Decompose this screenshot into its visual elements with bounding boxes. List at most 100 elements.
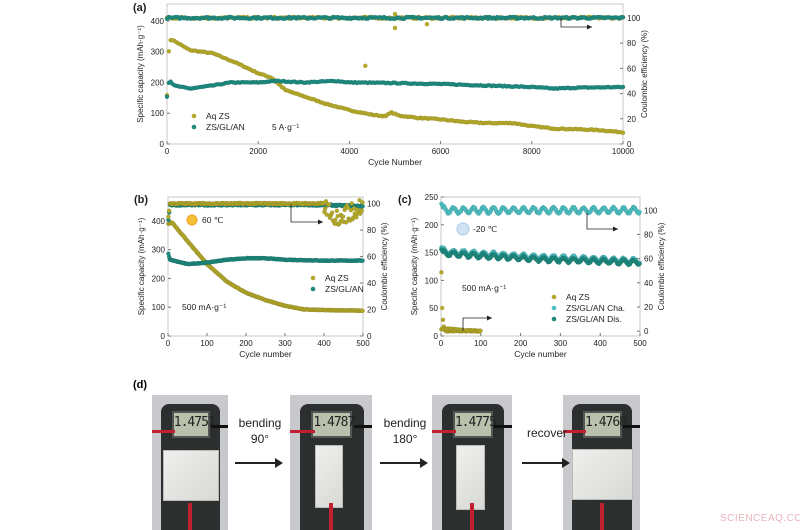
right-axis-arrow xyxy=(560,18,592,28)
legend-label: ZS/GL/AN xyxy=(206,122,245,132)
y2-axis-label: Coulombic efficiency (%) xyxy=(380,222,389,310)
x-tick-label: 0 xyxy=(439,339,444,348)
data-point xyxy=(166,49,172,54)
x-tick-label: 300 xyxy=(554,339,568,348)
current-density-label: 500 mA·g⁻¹ xyxy=(462,283,506,293)
data-point xyxy=(439,305,445,311)
multimeter-photo: 1.4787 xyxy=(290,395,372,530)
y2-axis-label: Coulombic efficiency (%) xyxy=(657,222,666,310)
x-tick-label: 2000 xyxy=(249,147,267,156)
data-point xyxy=(326,202,332,207)
y-tick-label: 200 xyxy=(152,274,166,283)
x-tick-label: 100 xyxy=(474,339,488,348)
data-point xyxy=(166,208,172,214)
aq-zs-ce-arrow-head xyxy=(487,315,492,321)
data-point xyxy=(620,130,626,136)
temperature-label: -20 ℃ xyxy=(473,224,498,234)
y2-tick-label: 40 xyxy=(644,279,653,288)
y-tick-label: 400 xyxy=(151,17,165,26)
y2-tick-label: 100 xyxy=(644,206,658,215)
y2-tick-label: 80 xyxy=(627,39,636,48)
x-axis-label: Cycle number xyxy=(514,349,567,359)
data-point xyxy=(164,94,170,100)
panel-label-d: (d) xyxy=(133,379,148,391)
step-label-line1: bending xyxy=(383,416,427,430)
right-arrow-icon xyxy=(380,458,428,468)
x-tick-label: 500 xyxy=(633,339,647,348)
red-lead xyxy=(432,430,456,434)
x-tick-label: 10000 xyxy=(612,147,635,156)
x-tick-label: 300 xyxy=(278,339,292,348)
series-zs-gl-an xyxy=(164,78,626,100)
outlier-point xyxy=(363,63,368,69)
step-label-line2: 90° xyxy=(250,432,270,446)
y-axis-label: Specific capacity (mAh·g⁻¹) xyxy=(410,217,419,315)
legend-label: ZS/GL/AN Cha. xyxy=(566,303,625,313)
black-lead xyxy=(494,424,512,428)
data-point xyxy=(166,214,171,220)
current-density-label: 5 A·g⁻¹ xyxy=(272,122,299,132)
series-zs-gl-an-ce xyxy=(439,201,642,217)
y2-tick-label: 100 xyxy=(367,200,381,209)
y2-tick-label: 0 xyxy=(627,140,632,149)
black-lead xyxy=(353,424,372,428)
data-point xyxy=(478,328,483,334)
y-tick-label: 200 xyxy=(151,78,165,87)
series-aq-zs xyxy=(439,270,483,334)
multimeter-photo: 1.4775 xyxy=(432,395,512,530)
data-point xyxy=(340,214,346,219)
voltage-display: 1.4787 xyxy=(311,411,355,438)
plot-frame xyxy=(167,196,364,337)
probe xyxy=(470,503,475,530)
panel-a-chart: 0 2000 4000 6000 8000 10000010020030040002040… xyxy=(136,3,649,167)
legend-marker xyxy=(310,286,316,292)
data-point xyxy=(333,217,338,223)
watermark: SCIENCEAQ.COM xyxy=(720,513,800,524)
pouch-cell xyxy=(456,444,486,511)
right-axis-arrow xyxy=(586,213,618,230)
data-point xyxy=(354,214,359,220)
series-zs-gl-an-ce xyxy=(164,14,626,22)
black-lead xyxy=(623,424,640,428)
legend-label: Aq ZS xyxy=(325,273,349,283)
legend-marker xyxy=(551,294,557,300)
legend-marker xyxy=(191,124,197,130)
right-axis-arrow-head xyxy=(318,219,323,225)
y2-axis-label: Coulombic efficiency (%) xyxy=(640,30,649,118)
x-tick-label: 500 xyxy=(356,339,370,348)
panel-label-a: (a) xyxy=(133,2,147,14)
x-tick-label: 400 xyxy=(317,339,331,348)
red-lead xyxy=(152,430,175,434)
multimeter-photo: 1.4768 xyxy=(563,395,640,530)
right-axis-arrow-head xyxy=(613,226,618,232)
data-point xyxy=(349,201,354,206)
data-point xyxy=(440,317,446,323)
legend-marker xyxy=(310,275,316,281)
y2-tick-label: 40 xyxy=(367,279,376,288)
data-point xyxy=(360,200,365,205)
transition-step: bending 90° xyxy=(233,415,287,447)
y-tick-label: 200 xyxy=(425,221,439,230)
pouch-cell xyxy=(572,449,633,500)
y2-tick-label: 60 xyxy=(627,64,636,73)
pouch-cell xyxy=(314,444,343,508)
data-point xyxy=(329,210,335,215)
probe xyxy=(188,503,193,530)
legend-label: ZS/GL/AN Dis. xyxy=(566,314,622,324)
data-point xyxy=(620,15,626,20)
outlier-point xyxy=(392,25,398,31)
probe xyxy=(329,503,334,530)
step-label-line2: 180° xyxy=(392,432,418,446)
voltage-display: 1.4751 xyxy=(171,411,216,438)
x-axis-label: Cycle Number xyxy=(368,157,422,167)
panel-label-b: (b) xyxy=(134,194,148,206)
step-label-line1: recover xyxy=(526,426,567,440)
series-aq-zs xyxy=(166,220,365,314)
panel-label-c: (c) xyxy=(398,194,412,206)
red-lead xyxy=(290,430,315,434)
right-arrow-icon xyxy=(522,458,570,468)
data-point xyxy=(324,212,330,217)
y2-tick-label: 80 xyxy=(644,230,653,239)
y2-tick-label: 80 xyxy=(367,226,376,235)
x-tick-label: 8000 xyxy=(523,147,541,156)
